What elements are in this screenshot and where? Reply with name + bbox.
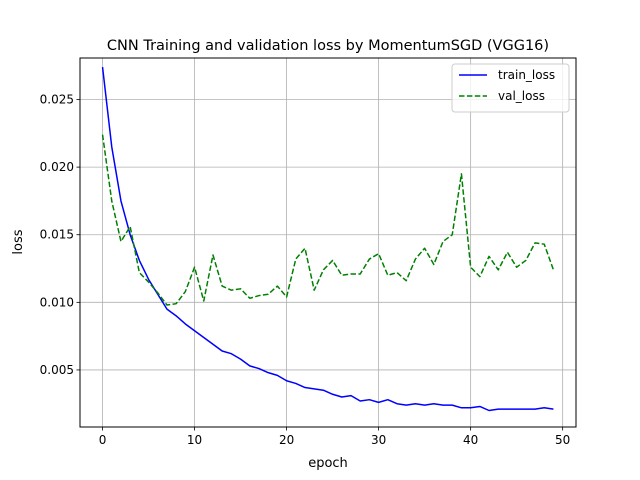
series-layer bbox=[101, 66, 555, 412]
legend-label: val_loss bbox=[498, 89, 545, 103]
x-tick-label: 20 bbox=[279, 433, 294, 447]
x-tick-label: 0 bbox=[99, 433, 107, 447]
y-tick-label: 0.015 bbox=[40, 228, 74, 242]
legend-label: train_loss bbox=[498, 68, 555, 82]
plot-frame bbox=[79, 57, 577, 428]
x-tick-label: 30 bbox=[371, 433, 386, 447]
y-tick-label: 0.005 bbox=[40, 363, 74, 377]
x-axis-label: epoch bbox=[308, 456, 348, 471]
legend-box bbox=[451, 63, 570, 113]
x-tick-label: 40 bbox=[463, 433, 478, 447]
y-tick-label: 0.010 bbox=[40, 295, 74, 309]
y-axis-label: loss bbox=[11, 229, 26, 254]
series-line-train-loss bbox=[101, 66, 554, 412]
ticks: 0 10 20 30 40 50 0.005 0.010 0.015 0.020 0.025 bbox=[40, 93, 571, 447]
series-line-val-loss bbox=[101, 134, 555, 306]
x-tick-label: 10 bbox=[187, 433, 202, 447]
x-tick-label: 50 bbox=[555, 433, 570, 447]
grid bbox=[80, 58, 576, 427]
y-tick-label: 0.020 bbox=[40, 160, 74, 174]
legend: train_loss val_loss bbox=[451, 63, 570, 113]
chart-title: CNN Training and validation loss by Mome… bbox=[107, 38, 549, 54]
y-tick-label: 0.025 bbox=[40, 93, 74, 107]
